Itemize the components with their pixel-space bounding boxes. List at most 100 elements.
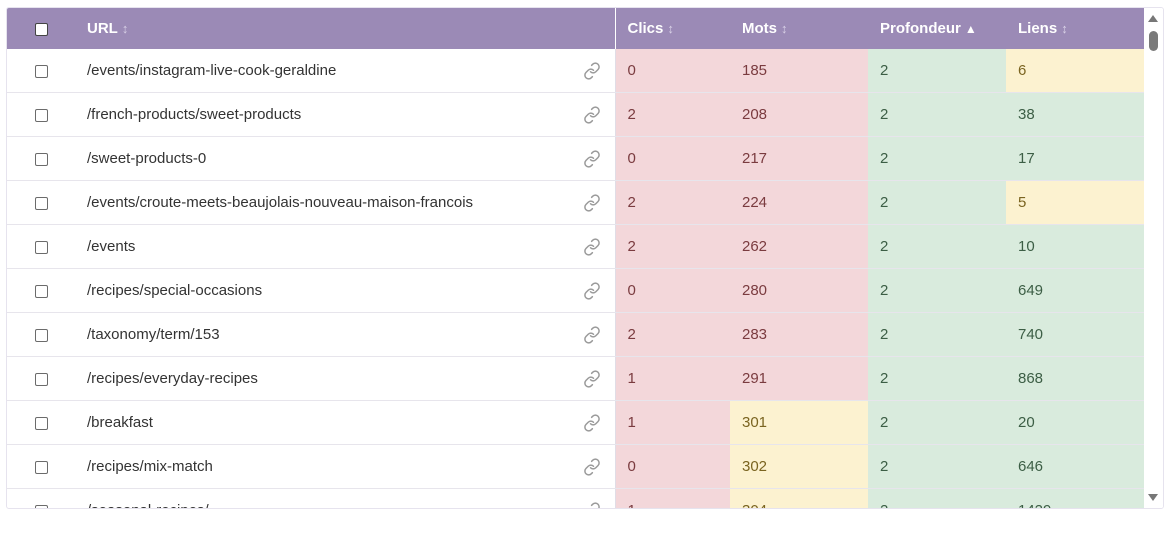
table-row[interactable]: /taxonomy/term/153 2 283 2 740 [7,312,1144,357]
sort-icon[interactable]: ↕ [121,21,129,36]
url-text[interactable]: /french-products/sweet-products [87,106,302,123]
mots-cell: 283 [730,312,868,357]
liens-cell: 17 [1006,136,1144,181]
link-icon[interactable] [583,61,601,80]
row-checkbox[interactable] [34,328,48,342]
liens-cell: 20 [1006,400,1144,445]
url-text[interactable]: /breakfast [87,414,153,431]
table-row[interactable]: /recipes/everyday-recipes 1 291 2 868 [7,356,1144,401]
column-header-clics[interactable]: Clics ↕ [614,8,730,49]
row-select-cell [7,136,75,181]
table-header-row: URL ↕ Clics ↕ Mots ↕ Profondeur ▲ Liens ↕ [7,8,1144,49]
link-icon[interactable] [583,149,601,168]
profondeur-cell: 2 [868,49,1006,93]
table-body: /events/instagram-live-cook-geraldine 0 … [7,49,1144,508]
column-header-profondeur[interactable]: Profondeur ▲ [868,8,1006,49]
table-scroll-area[interactable]: URL ↕ Clics ↕ Mots ↕ Profondeur ▲ Liens ↕ [7,8,1144,508]
url-text[interactable]: /recipes/everyday-recipes [87,370,258,387]
table-row[interactable]: /french-products/sweet-products 2 208 2 … [7,92,1144,137]
select-all-checkbox[interactable] [34,22,48,36]
url-text[interactable]: /events/instagram-live-cook-geraldine [87,62,337,79]
url-cell: /events/croute-meets-beaujolais-nouveau-… [75,180,615,225]
column-header-profondeur-label: Profondeur [880,20,961,37]
row-select-cell [7,400,75,445]
url-cell: /events/instagram-live-cook-geraldine [75,49,615,93]
profondeur-cell: 2 [868,136,1006,181]
row-checkbox[interactable] [34,240,48,254]
table-row[interactable]: /recipes/special-occasions 0 280 2 649 [7,268,1144,313]
scroll-down-arrow-icon[interactable] [1148,494,1158,501]
profondeur-cell: 2 [868,312,1006,357]
row-select-cell [7,92,75,137]
scroll-up-arrow-icon[interactable] [1148,15,1158,22]
column-header-mots-label: Mots [742,20,777,37]
row-checkbox[interactable] [34,504,48,508]
clics-cell: 1 [614,400,730,445]
liens-cell: 740 [1006,312,1144,357]
profondeur-cell: 2 [868,268,1006,313]
row-checkbox[interactable] [34,372,48,386]
url-text[interactable]: /recipes/mix-match [87,458,213,475]
scrollbar-thumb[interactable] [1149,31,1158,51]
table-row[interactable]: /events/instagram-live-cook-geraldine 0 … [7,49,1144,93]
mots-cell: 301 [730,400,868,445]
profondeur-cell: 2 [868,356,1006,401]
link-icon[interactable] [583,501,601,509]
clics-cell: 1 [614,356,730,401]
table-row[interactable]: /recipes/mix-match 0 302 2 646 [7,444,1144,489]
profondeur-cell: 2 [868,400,1006,445]
link-icon[interactable] [583,325,601,344]
table-row[interactable]: /events 2 262 2 10 [7,224,1144,269]
url-cell: /taxonomy/term/153 [75,312,615,357]
clics-cell: 2 [614,224,730,269]
column-header-liens-label: Liens [1018,20,1058,37]
liens-cell: 868 [1006,356,1144,401]
profondeur-cell: 2 [868,224,1006,269]
column-header-clics-label: Clics [627,20,664,37]
sort-ascending-icon[interactable]: ▲ [964,22,977,36]
liens-cell: 649 [1006,268,1144,313]
sort-icon[interactable]: ↕ [1061,21,1068,36]
sort-icon[interactable]: ↕ [781,21,788,36]
url-text[interactable]: /events/croute-meets-beaujolais-nouveau-… [87,194,474,211]
link-icon[interactable] [583,105,601,124]
url-text[interactable]: /seasonal-recipes/... [87,502,221,508]
link-icon[interactable] [583,237,601,256]
mots-cell: 304 [730,488,868,508]
profondeur-cell: 2 [868,92,1006,137]
row-checkbox[interactable] [34,196,48,210]
link-icon[interactable] [583,413,601,432]
row-checkbox[interactable] [34,152,48,166]
table-row[interactable]: /sweet-products-0 0 217 2 17 [7,136,1144,181]
url-text[interactable]: /recipes/special-occasions [87,282,263,299]
row-checkbox[interactable] [34,416,48,430]
url-text[interactable]: /sweet-products-0 [87,150,207,167]
column-header-liens[interactable]: Liens ↕ [1006,8,1144,49]
link-icon[interactable] [583,457,601,476]
vertical-scrollbar[interactable] [1144,8,1163,508]
url-text[interactable]: /taxonomy/term/153 [87,326,220,343]
mots-cell: 208 [730,92,868,137]
row-select-cell [7,444,75,489]
profondeur-cell: 2 [868,488,1006,508]
url-text[interactable]: /events [87,238,136,255]
select-all-cell [7,8,75,49]
row-checkbox[interactable] [34,108,48,122]
row-select-cell [7,488,75,508]
table-row[interactable]: /events/croute-meets-beaujolais-nouveau-… [7,180,1144,225]
link-icon[interactable] [583,369,601,388]
row-checkbox[interactable] [34,284,48,298]
column-header-mots[interactable]: Mots ↕ [730,8,868,49]
sort-icon[interactable]: ↕ [667,21,674,36]
row-checkbox[interactable] [34,460,48,474]
mots-cell: 280 [730,268,868,313]
row-select-cell [7,224,75,269]
link-icon[interactable] [583,281,601,300]
row-checkbox[interactable] [34,64,48,78]
liens-cell: 5 [1006,180,1144,225]
link-icon[interactable] [583,193,601,212]
table-row[interactable]: /seasonal-recipes/... 1 304 2 1429 [7,488,1144,509]
table-row[interactable]: /breakfast 1 301 2 20 [7,400,1144,445]
column-header-url[interactable]: URL ↕ [75,8,615,49]
profondeur-cell: 2 [868,180,1006,225]
